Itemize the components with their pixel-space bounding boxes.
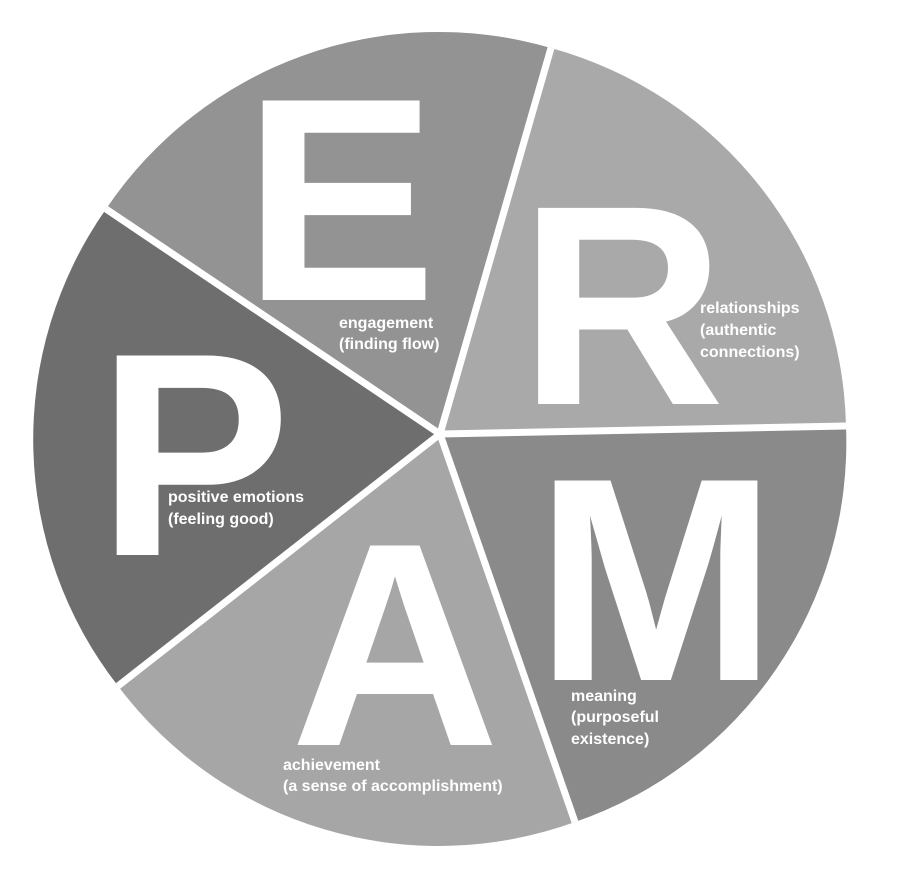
letter-p: P: [97, 293, 290, 617]
separator-line: [436, 432, 579, 824]
caption-achievement-line-2: (a sense of accomplishment): [283, 778, 503, 795]
caption-engagement-line-1: engagement: [339, 315, 434, 332]
caption-meaning-line-2: (purposeful: [571, 709, 659, 726]
separator-line: [436, 47, 555, 435]
separator-line: [439, 422, 847, 438]
caption-engagement: engagement (finding flow): [339, 315, 439, 353]
caption-engagement-line-2: (finding flow): [339, 336, 439, 353]
caption-meaning: meaning (purposeful existence): [571, 688, 663, 748]
caption-achievement-line-1: achievement: [283, 757, 381, 774]
letter-m: M: [535, 418, 777, 742]
caption-relationships: relationships (authentic connections): [700, 300, 804, 361]
caption-relationships-line-1: relationships: [700, 300, 800, 317]
caption-positive-emotions-line-2: (feeling good): [168, 511, 274, 528]
wedge-engagement: [106, 31, 551, 434]
caption-achievement: achievement (a sense of accomplishment): [283, 757, 503, 795]
caption-positive-emotions-line-1: positive emotions: [168, 489, 304, 506]
segment-captions: engagement (finding flow) relationships …: [168, 300, 804, 795]
separator-line: [115, 431, 443, 689]
separator-line: [104, 206, 442, 437]
caption-positive-emotions: positive emotions (feeling good): [168, 489, 308, 528]
letter-a: A: [290, 483, 499, 807]
caption-meaning-line-3: existence): [571, 731, 649, 748]
letter-r: R: [519, 147, 725, 465]
wheel-wedges: [33, 31, 847, 846]
letter-e: E: [243, 38, 436, 362]
wedge-separators: [104, 47, 847, 824]
caption-relationships-line-3: connections): [700, 344, 800, 361]
big-letters: E R M A P: [97, 38, 777, 807]
wedge-achievement: [118, 434, 575, 846]
wedge-positive-emotions: [33, 209, 441, 686]
caption-meaning-line-1: meaning: [571, 688, 637, 705]
wedge-relationships: [440, 48, 846, 434]
caption-relationships-line-2: (authentic: [700, 322, 777, 339]
